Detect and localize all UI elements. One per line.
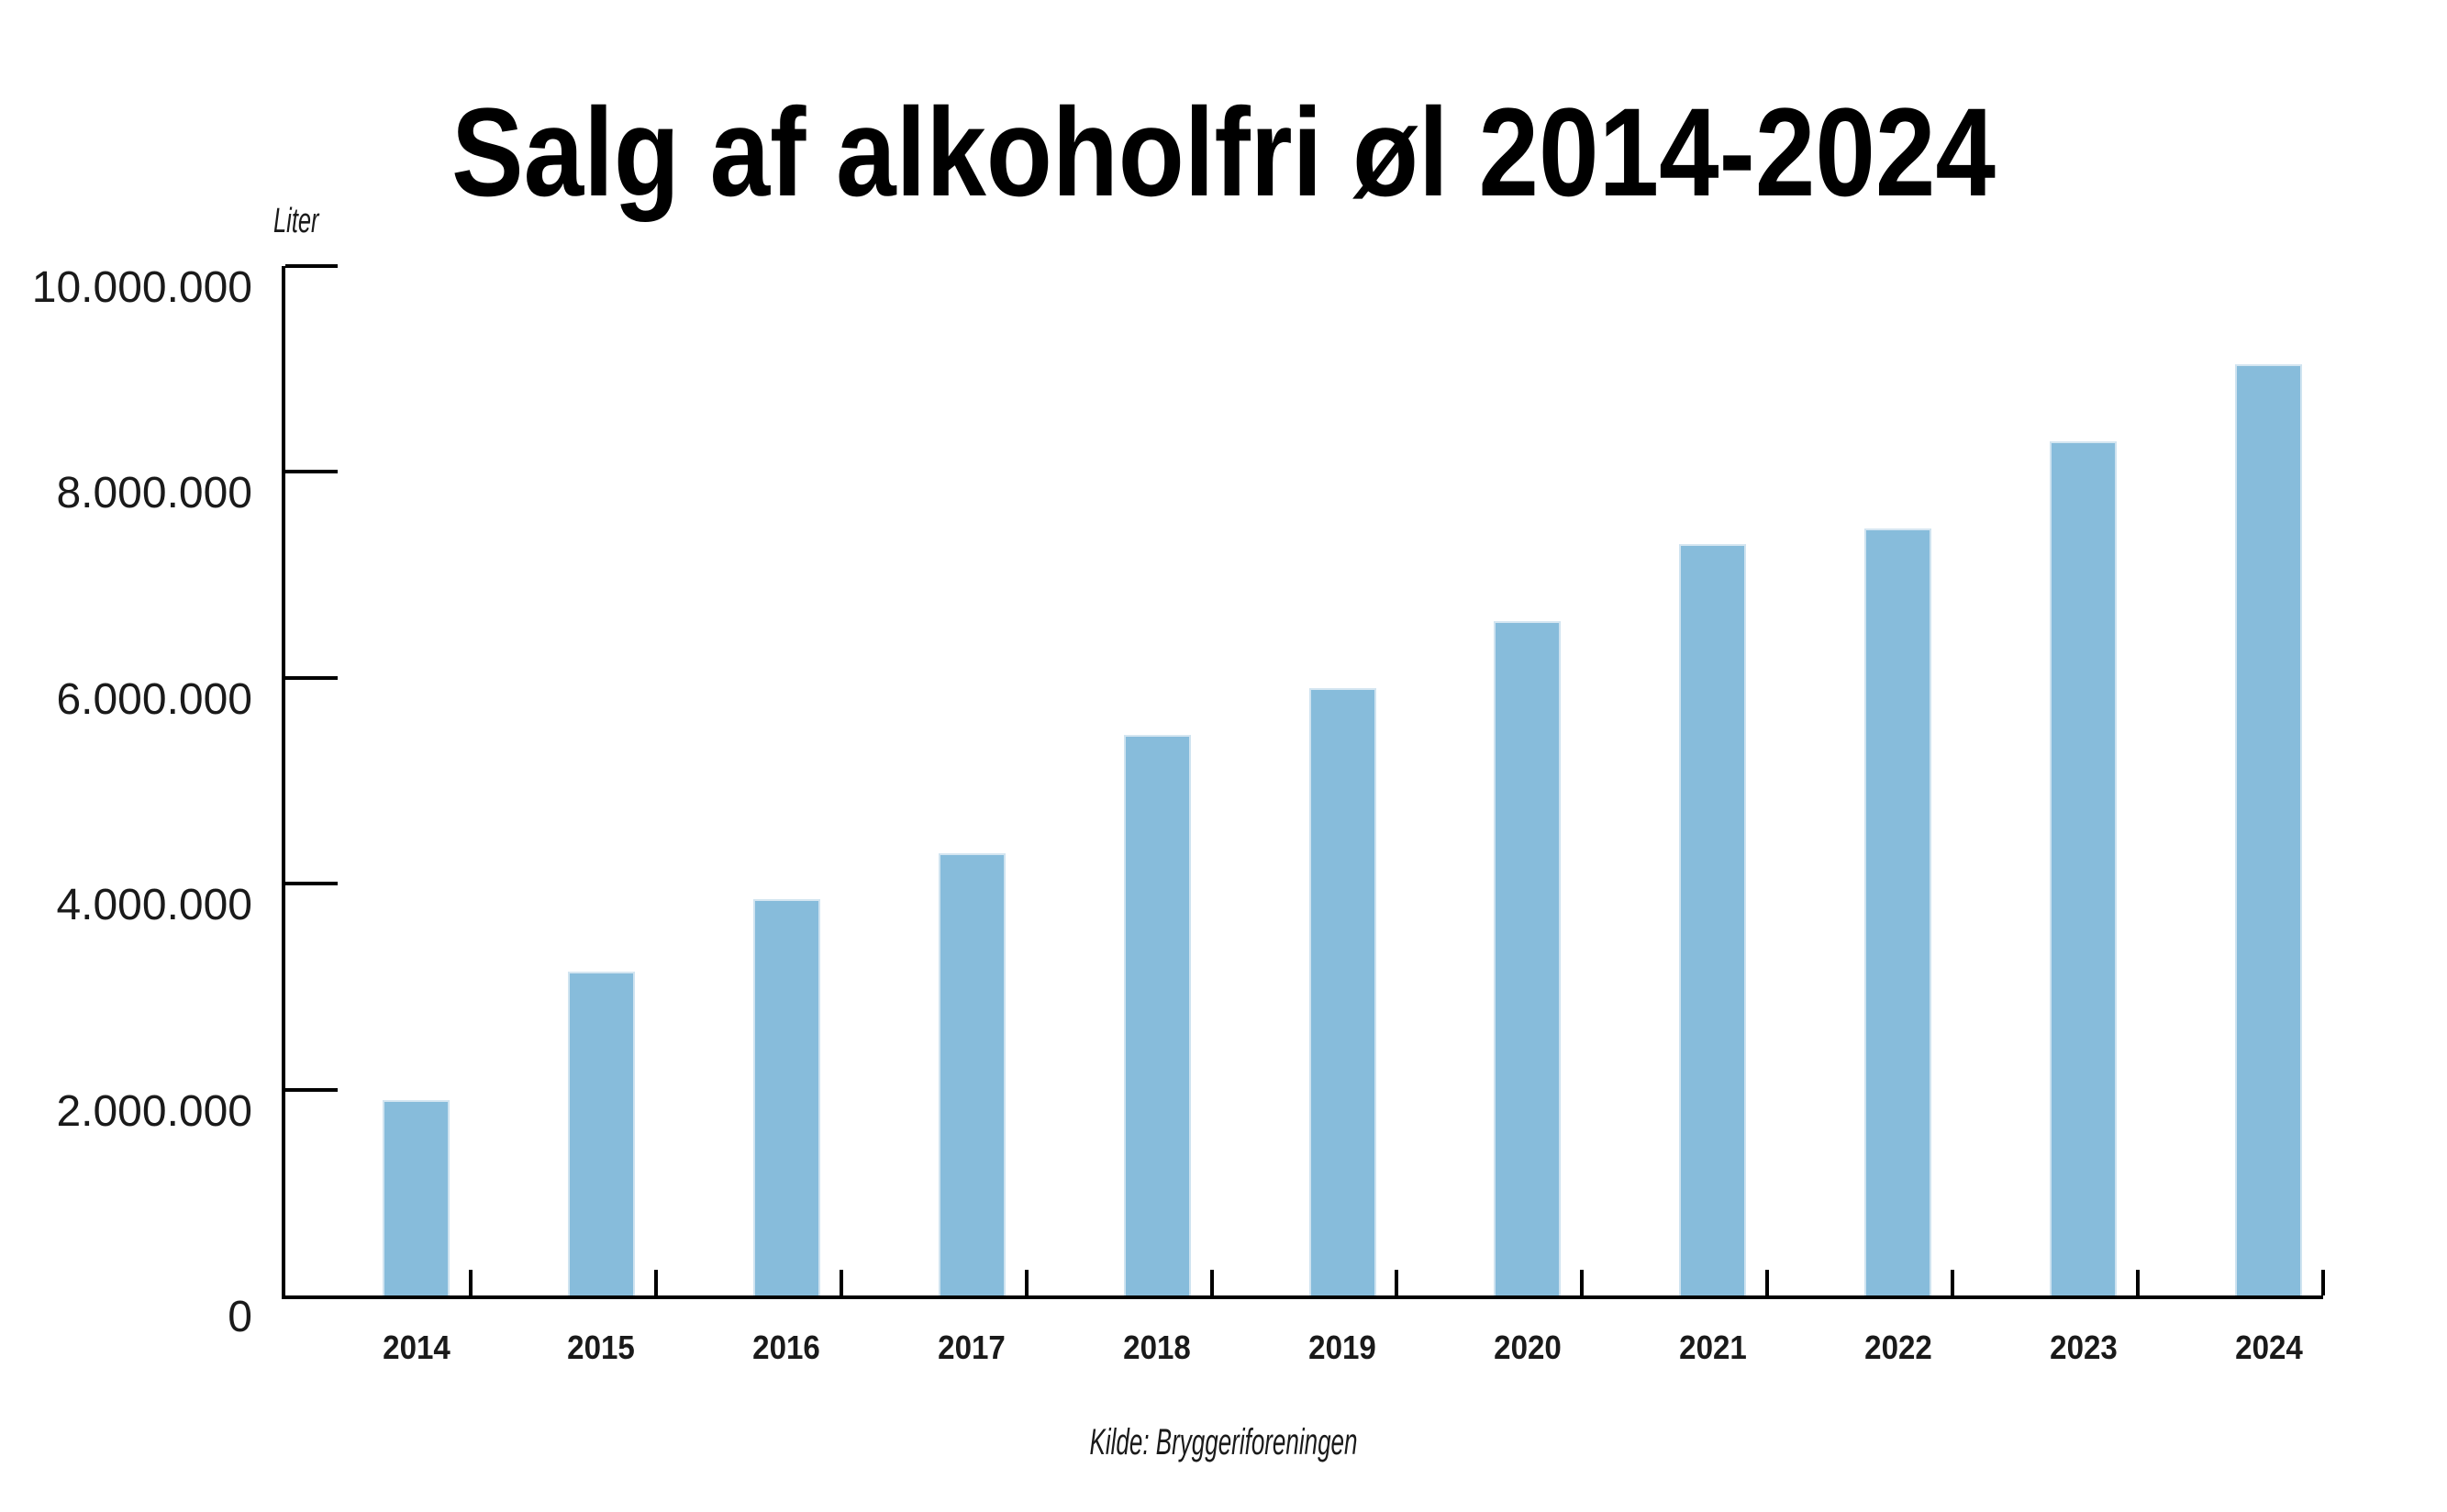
bar-2024: [2235, 363, 2303, 1295]
y-axis-tick: [285, 264, 338, 268]
x-axis-category-label: 2015: [567, 1329, 636, 1366]
x-axis-tick: [2136, 1270, 2141, 1295]
x-axis-tick: [653, 1270, 658, 1295]
bar-2020: [1494, 621, 1562, 1295]
plot-area: [282, 264, 2325, 1299]
x-axis-tick: [1209, 1270, 1214, 1295]
y-axis-tick: [285, 675, 338, 680]
bar-2021: [1679, 543, 1747, 1295]
bar-2018: [1123, 734, 1191, 1295]
y-axis-tick: [285, 1087, 338, 1092]
source-note: Kilde: Bryggeriforeningen: [1089, 1422, 1358, 1462]
bar-2014: [383, 1099, 450, 1295]
x-axis-category-label: 2023: [2049, 1329, 2118, 1366]
x-axis-tick: [1951, 1270, 1955, 1295]
chart-title: Salg af alkoholfri øl 2014-2024: [451, 83, 1996, 223]
y-axis-unit-label: Liter: [273, 202, 319, 240]
x-axis-category-label: 2020: [1494, 1329, 1562, 1366]
x-axis-category-label: 2016: [752, 1329, 821, 1366]
x-axis-category-label: 2019: [1308, 1329, 1376, 1366]
bar-2017: [938, 852, 1006, 1295]
y-axis-tick: [285, 882, 338, 886]
bar-2023: [2050, 440, 2118, 1295]
bar-2016: [752, 899, 820, 1295]
x-axis-tick: [468, 1270, 473, 1295]
y-axis-tick-label: 4.000.000: [56, 881, 252, 930]
x-axis-tick: [1024, 1270, 1029, 1295]
x-axis-category-label: 2017: [938, 1329, 1007, 1366]
bar-2019: [1308, 688, 1376, 1295]
y-axis-tick-label: 0: [228, 1293, 252, 1341]
x-axis-tick: [1395, 1270, 1399, 1295]
y-axis-tick-label: 6.000.000: [56, 674, 252, 724]
y-axis-tick-label: 10.000.000: [31, 263, 252, 312]
y-axis-tick-label: 2.000.000: [56, 1086, 252, 1136]
x-axis-category-label: 2018: [1123, 1329, 1191, 1366]
x-axis-category-label: 2021: [1679, 1329, 1747, 1366]
x-axis-tick: [2321, 1270, 2325, 1295]
bar-2015: [567, 971, 635, 1295]
y-axis-tick: [285, 470, 338, 474]
x-axis-tick: [839, 1270, 843, 1295]
x-axis-category-label: 2024: [2234, 1329, 2303, 1366]
x-axis-category-label: 2022: [1863, 1329, 1932, 1366]
x-axis-tick: [1580, 1270, 1585, 1295]
bar-2022: [1864, 528, 1932, 1295]
y-axis-tick-label: 8.000.000: [56, 469, 252, 518]
x-axis-category-label: 2014: [382, 1329, 450, 1366]
x-axis-tick: [1765, 1270, 1770, 1295]
